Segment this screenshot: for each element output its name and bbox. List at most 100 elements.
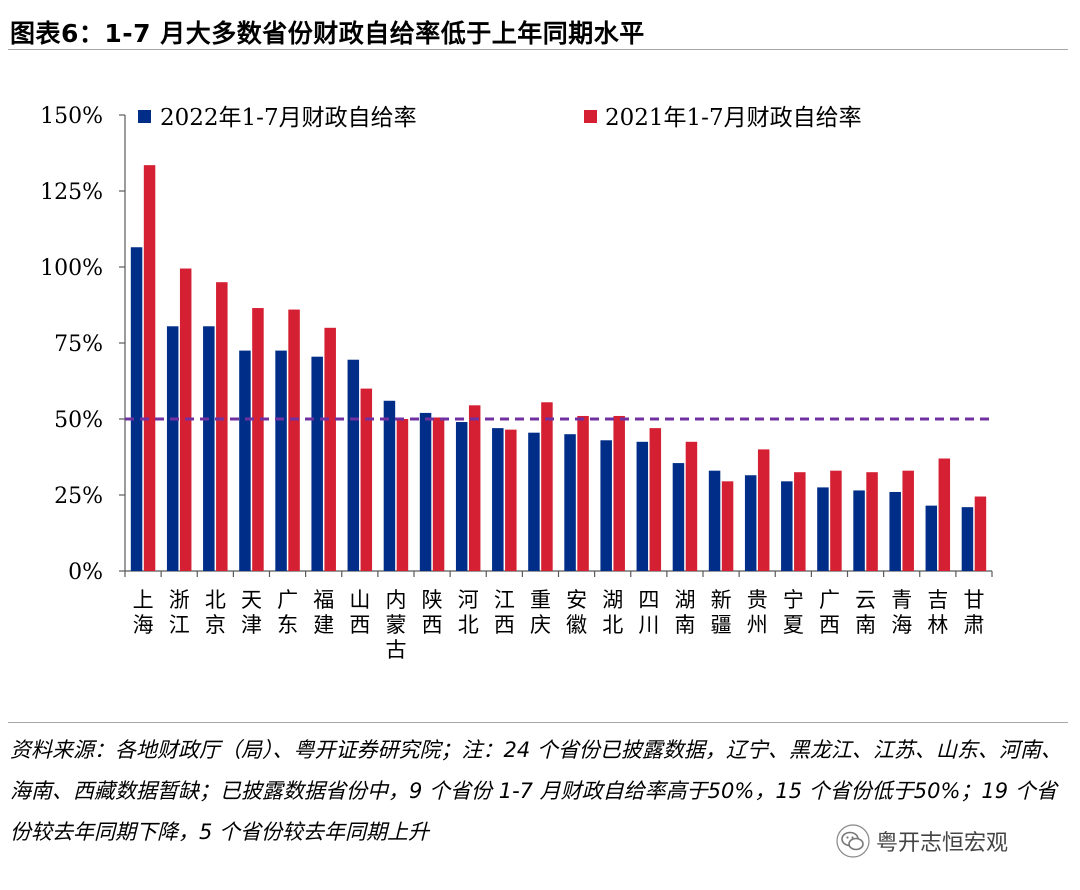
x-tick-label: 肃 xyxy=(963,613,984,637)
x-tick-label: 蒙 xyxy=(385,613,406,637)
watermark-text: 粤开志恒宏观 xyxy=(876,831,1009,856)
bar-2021 xyxy=(938,458,951,571)
bar-2022 xyxy=(419,412,432,571)
bar-2021 xyxy=(468,405,481,571)
bar-2022 xyxy=(600,440,612,571)
y-tick-label: 100% xyxy=(40,256,103,281)
bar-2021 xyxy=(216,282,228,571)
x-tick-label: 云 xyxy=(855,588,876,612)
x-tick-label: 新 xyxy=(711,588,732,612)
x-tick-label: 四 xyxy=(638,588,659,612)
bar-2022 xyxy=(347,359,360,571)
bar-2022 xyxy=(203,326,215,571)
x-tick-label: 京 xyxy=(205,613,226,637)
x-tick-label: 西 xyxy=(349,613,370,637)
x-tick-label: 甘 xyxy=(963,588,984,612)
bar-2021 xyxy=(721,481,734,571)
bar-2022 xyxy=(636,441,649,571)
y-tick-label: 25% xyxy=(54,484,103,509)
chart-title: 图表6：1-7 月大多数省份财政自给率低于上年同期水平 xyxy=(10,19,645,48)
x-tick-label: 宁 xyxy=(783,588,804,612)
x-tick-label: 吉 xyxy=(927,588,948,612)
x-tick-label: 江 xyxy=(169,613,190,637)
bar-2022 xyxy=(492,428,504,571)
bar-2021 xyxy=(324,327,336,571)
bar-2022 xyxy=(564,434,576,571)
x-tick-label: 西 xyxy=(422,613,443,637)
bar-2022 xyxy=(708,470,721,571)
bar-2021 xyxy=(432,417,445,571)
x-tick-label: 建 xyxy=(313,613,334,637)
bar-2022 xyxy=(455,422,468,571)
bar-2022 xyxy=(311,356,323,571)
x-tick-label: 南 xyxy=(674,613,695,637)
bar-2021 xyxy=(794,472,806,571)
legend-label-2021: 2021年1-7月财政自给率 xyxy=(605,105,862,131)
x-tick-label: 东 xyxy=(277,613,298,637)
bar-2021 xyxy=(396,419,409,571)
x-tick-label: 天 xyxy=(241,588,262,612)
x-tick-label: 山 xyxy=(349,588,370,612)
watermark: 粤开志恒宏观 xyxy=(836,823,1008,859)
bar-2022 xyxy=(781,481,793,571)
x-tick-label: 津 xyxy=(241,613,262,637)
bar-2021 xyxy=(360,388,373,571)
footer-divider xyxy=(8,722,1068,723)
bar-2021 xyxy=(649,428,662,571)
bar-2022 xyxy=(853,490,865,571)
bar-chart: 0%25%50%75%100%125%150%上海浙江北京天津广东福建山西内蒙古… xyxy=(40,104,993,662)
x-tick-label: 夏 xyxy=(783,613,804,637)
bar-2021 xyxy=(288,309,300,571)
x-tick-label: 河 xyxy=(458,588,479,612)
x-tick-label: 贵 xyxy=(747,588,768,612)
bar-2022 xyxy=(925,505,938,571)
x-tick-label: 江 xyxy=(494,588,515,612)
source-note: 资料来源：各地财政厅（局）、粤开证券研究院；注：24 个省份已披露数据，辽宁、黑… xyxy=(10,738,1062,844)
bar-2021 xyxy=(902,470,914,571)
title-divider xyxy=(8,49,1068,50)
x-tick-label: 湖 xyxy=(602,588,623,612)
bar-2021 xyxy=(252,308,264,571)
bar-2021 xyxy=(974,496,987,571)
y-tick-label: 75% xyxy=(54,332,103,357)
x-tick-label: 重 xyxy=(530,588,551,612)
x-tick-label: 内 xyxy=(385,588,406,612)
x-tick-label: 徽 xyxy=(566,613,587,637)
bar-2022 xyxy=(889,491,901,571)
x-tick-label: 浙 xyxy=(169,588,190,612)
x-tick-label: 广 xyxy=(277,588,298,612)
x-tick-label: 北 xyxy=(458,613,479,637)
bar-2021 xyxy=(143,165,156,571)
x-tick-label: 广 xyxy=(819,588,840,612)
y-tick-label: 50% xyxy=(54,408,103,433)
bar-2021 xyxy=(541,402,553,571)
x-tick-label: 北 xyxy=(205,588,226,612)
x-tick-label: 海 xyxy=(133,613,154,637)
x-tick-label: 海 xyxy=(891,613,912,637)
x-tick-label: 青 xyxy=(891,588,912,612)
wechat-icon xyxy=(836,824,870,858)
x-tick-label: 福 xyxy=(313,588,334,612)
bar-2022 xyxy=(817,487,829,571)
x-tick-label: 湖 xyxy=(674,588,695,612)
y-tick-label: 125% xyxy=(40,180,103,205)
bar-2022 xyxy=(383,400,396,571)
bar-2021 xyxy=(830,470,842,571)
bar-2022 xyxy=(166,326,179,571)
x-tick-label: 疆 xyxy=(711,613,732,637)
x-tick-label: 西 xyxy=(494,613,515,637)
x-tick-label: 西 xyxy=(819,613,840,637)
bar-2022 xyxy=(528,432,540,571)
x-tick-label: 林 xyxy=(927,613,948,637)
legend-swatch-2021 xyxy=(584,110,597,123)
bar-2022 xyxy=(744,475,757,571)
x-tick-label: 庆 xyxy=(530,613,551,637)
y-tick-label: 150% xyxy=(40,104,103,129)
y-tick-label: 0% xyxy=(68,560,103,585)
x-tick-label: 川 xyxy=(638,613,659,637)
bar-2022 xyxy=(961,507,974,571)
bar-2022 xyxy=(275,350,287,571)
bar-2021 xyxy=(685,441,698,571)
x-tick-label: 南 xyxy=(855,613,876,637)
bar-2022 xyxy=(239,350,251,571)
